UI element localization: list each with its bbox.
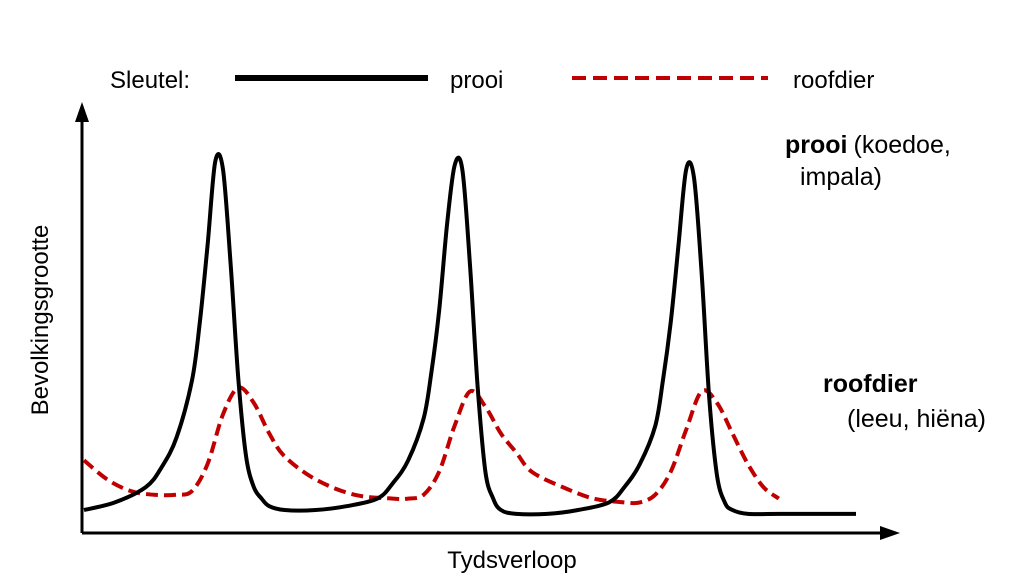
annotation-prooi: prooi (koedoe, impala)	[785, 131, 951, 191]
y-axis-arrow	[75, 102, 89, 122]
y-axis-label: Bevolkingsgrootte	[27, 225, 54, 416]
x-axis-arrow	[880, 526, 900, 540]
annotation-roofdier-bold: roofdier	[823, 370, 918, 398]
series-line-roofdier	[82, 385, 781, 506]
legend-label-roofdier: roofdier	[793, 67, 874, 94]
annotation-prooi-rest: (koedoe,	[854, 131, 951, 159]
legend-label-prooi: prooi	[450, 67, 503, 94]
annotation-prooi-line2: impala)	[800, 163, 882, 191]
series-line-prooi	[83, 152, 856, 517]
legend-title: Sleutel:	[110, 67, 190, 94]
x-axis-label: Tydsverloop	[447, 547, 576, 574]
annotation-roofdier-line2: (leeu, hiëna)	[847, 405, 986, 433]
annotation-prooi-line1: prooi (koedoe,	[785, 131, 951, 159]
annotation-prooi-bold: prooi	[785, 131, 848, 159]
annotation-roofdier: roofdier (leeu, hiëna)	[823, 370, 986, 433]
axes	[75, 102, 900, 540]
legend: Sleutel: prooi roofdier	[110, 67, 874, 94]
